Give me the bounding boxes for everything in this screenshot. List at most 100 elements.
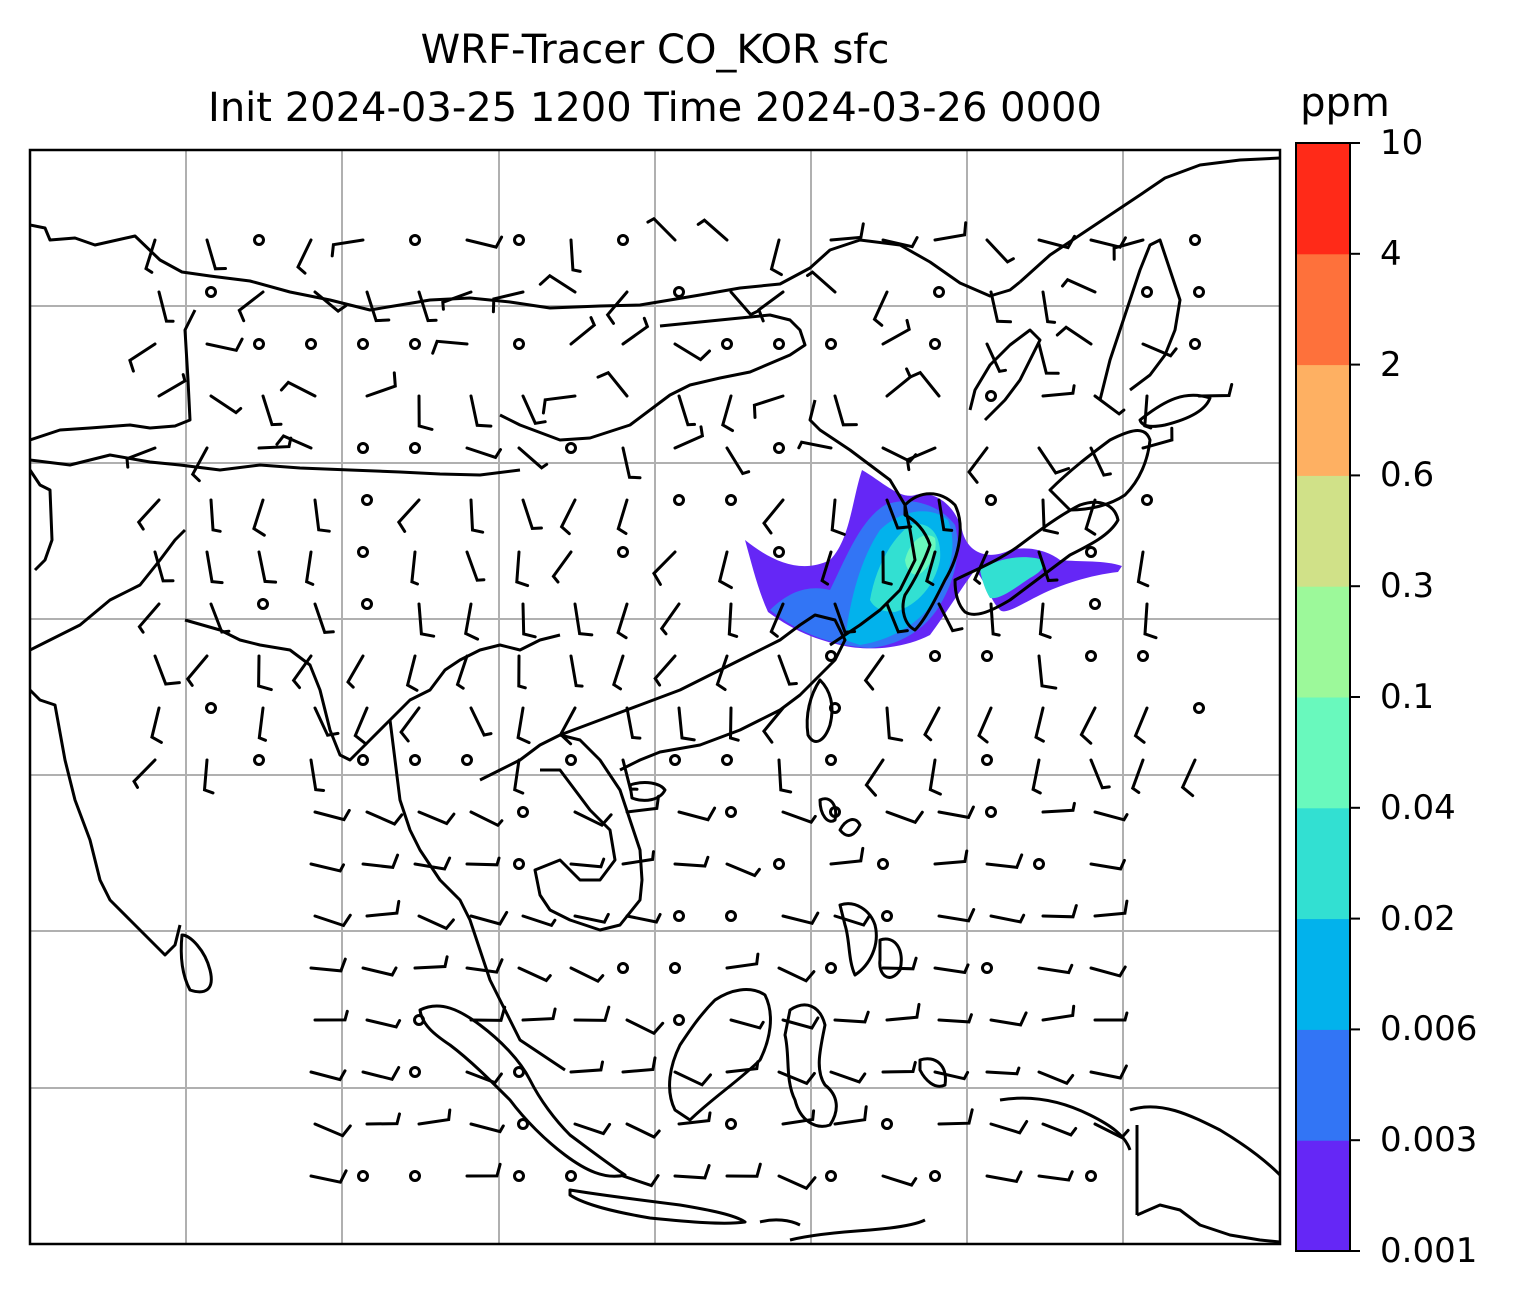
wind-barb xyxy=(1037,654,1058,690)
wind-barb xyxy=(517,966,552,983)
wind-barb xyxy=(516,706,531,745)
wind-barb xyxy=(261,394,283,427)
wind-barb xyxy=(989,1120,1029,1135)
calm-wind-marker xyxy=(773,338,785,350)
wind-barb xyxy=(205,337,244,353)
calm-wind-marker xyxy=(721,754,733,766)
calm-wind-marker xyxy=(825,338,837,350)
wind-barb xyxy=(653,654,677,687)
calm-wind-marker xyxy=(517,1118,529,1130)
wind-barb xyxy=(365,1112,401,1126)
wind-barb xyxy=(728,706,740,742)
calm-wind-marker xyxy=(357,1170,369,1182)
wind-barb xyxy=(1079,706,1097,745)
calm-wind-marker xyxy=(409,1170,421,1182)
wind-barb xyxy=(538,273,577,294)
wind-barb xyxy=(769,238,783,277)
wind-barb xyxy=(551,550,573,584)
wind-barb xyxy=(399,706,421,743)
wind-barb xyxy=(252,498,266,537)
map-subtitle: Init 2024-03-25 1200 Time 2024-03-26 000… xyxy=(208,85,1102,131)
wind-barb xyxy=(573,1005,611,1022)
wind-barb xyxy=(465,446,502,460)
wind-barb xyxy=(1084,498,1097,536)
calm-wind-marker xyxy=(877,858,889,870)
wind-barb xyxy=(417,602,436,638)
wind-barb xyxy=(465,235,504,249)
calm-wind-marker xyxy=(1085,1170,1097,1182)
calm-wind-marker xyxy=(725,806,737,818)
wind-barb xyxy=(296,238,313,275)
calm-wind-marker xyxy=(1137,650,1149,662)
wind-barb xyxy=(569,238,582,273)
wind-barb xyxy=(652,550,677,586)
wind-barb xyxy=(1041,290,1057,324)
wind-barb xyxy=(797,440,833,450)
wind-barb xyxy=(469,910,509,926)
wind-barb xyxy=(864,758,885,797)
wind-barb xyxy=(605,290,629,325)
wind-barb xyxy=(985,238,1015,264)
colorbar-segment xyxy=(1296,1029,1350,1141)
wind-barb xyxy=(365,899,401,918)
wind-barb xyxy=(677,394,696,427)
wind-barb xyxy=(330,238,365,258)
wind-barb xyxy=(517,654,527,690)
wind-barb xyxy=(417,394,434,431)
calm-wind-marker xyxy=(357,338,369,350)
calm-wind-marker xyxy=(1189,338,1201,350)
wind-barb xyxy=(205,238,227,271)
calm-wind-marker xyxy=(1193,286,1205,298)
calm-wind-marker xyxy=(825,754,837,766)
wind-barb xyxy=(1037,446,1071,475)
calm-wind-marker xyxy=(409,338,421,350)
colorbar-unit: ppm xyxy=(1300,80,1390,126)
wind-barb xyxy=(673,425,705,450)
wind-barb xyxy=(573,1122,612,1136)
calm-wind-marker xyxy=(409,234,421,246)
wind-barb xyxy=(1130,758,1145,794)
calm-wind-marker xyxy=(1033,858,1045,870)
calm-wind-marker xyxy=(517,806,529,818)
calm-wind-marker xyxy=(361,494,373,506)
wind-barb xyxy=(513,758,525,795)
wind-barb xyxy=(1055,325,1093,346)
wind-barb xyxy=(431,339,469,355)
wind-barb xyxy=(309,1169,348,1184)
wind-barb xyxy=(625,706,642,740)
calm-wind-marker xyxy=(253,338,265,350)
colorbar-tick-label: 0.003 xyxy=(1380,1120,1478,1161)
calm-wind-marker xyxy=(773,858,785,870)
wind-barb xyxy=(1133,706,1149,744)
colorbar-segment xyxy=(1296,586,1350,698)
colorbar-tick-label: 0.3 xyxy=(1380,566,1435,607)
wind-barb xyxy=(989,1011,1028,1027)
calm-wind-marker xyxy=(829,702,841,714)
wind-barb xyxy=(725,952,760,970)
wind-barb xyxy=(190,446,209,483)
calm-wind-marker xyxy=(1085,650,1097,662)
wind-barb xyxy=(881,1060,917,1074)
wind-barb xyxy=(646,216,677,242)
calm-wind-marker xyxy=(929,338,941,350)
wind-barb xyxy=(365,810,404,826)
wind-barb xyxy=(933,1070,970,1081)
wind-barb xyxy=(863,654,885,691)
wind-barb xyxy=(829,846,865,866)
calm-wind-marker xyxy=(565,442,577,454)
calm-wind-marker xyxy=(513,1170,525,1182)
calm-wind-marker xyxy=(985,806,997,818)
wind-barb xyxy=(1136,550,1150,588)
wind-barb xyxy=(977,706,993,744)
wind-barb xyxy=(937,908,976,923)
wind-barb xyxy=(1089,446,1112,477)
wind-barb xyxy=(1037,1070,1075,1086)
calm-wind-marker xyxy=(725,1118,737,1130)
wind-barb xyxy=(762,498,785,535)
wind-barb xyxy=(1089,758,1111,790)
calm-wind-marker xyxy=(513,1066,525,1078)
wind-barb xyxy=(625,1018,665,1036)
calm-wind-marker xyxy=(881,1118,893,1130)
wind-barb xyxy=(125,446,157,469)
calm-wind-marker xyxy=(357,546,369,558)
